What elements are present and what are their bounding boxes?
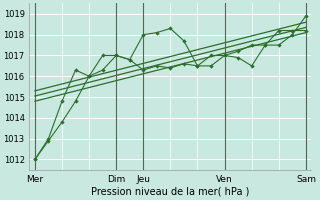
X-axis label: Pression niveau de la mer( hPa ): Pression niveau de la mer( hPa ) — [91, 187, 250, 197]
